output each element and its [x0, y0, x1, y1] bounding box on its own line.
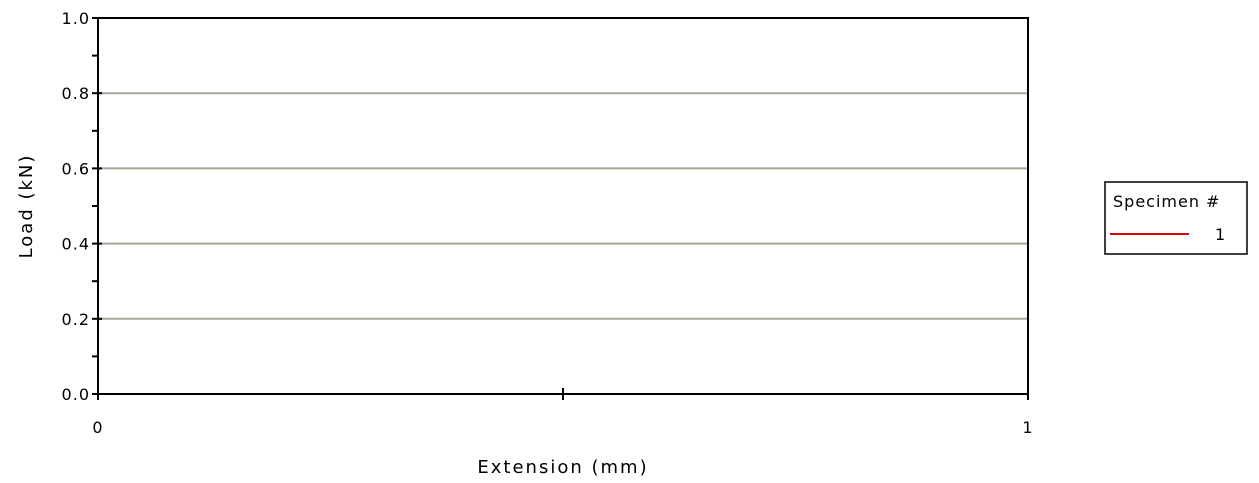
- legend-entry-label: 1: [1215, 225, 1226, 244]
- y-axis-label: Load (kN): [16, 154, 37, 259]
- y-tick-label: 1.0: [62, 9, 90, 28]
- legend-title: Specimen #: [1113, 192, 1220, 211]
- y-tick-label: 0.8: [62, 84, 90, 103]
- y-tick-label: 0.6: [62, 159, 90, 178]
- y-ticks: 0.0 0.2 0.4 0.6 0.8 1.0: [62, 9, 102, 404]
- x-tick-label: 1: [1022, 418, 1033, 437]
- plot-area-frame: [97, 17, 1029, 395]
- gridlines: [98, 92, 1028, 320]
- y-tick-label: 0.0: [62, 385, 90, 404]
- legend-box: [1104, 181, 1248, 255]
- y-tick-label: 0.4: [62, 235, 90, 254]
- legend-entries: 1: [1110, 225, 1226, 244]
- x-axis-label: Extension (mm): [477, 457, 648, 478]
- x-tick-label: 0: [92, 418, 103, 437]
- legend: Specimen # 1: [1104, 181, 1248, 255]
- y-tick-label: 0.2: [62, 310, 90, 329]
